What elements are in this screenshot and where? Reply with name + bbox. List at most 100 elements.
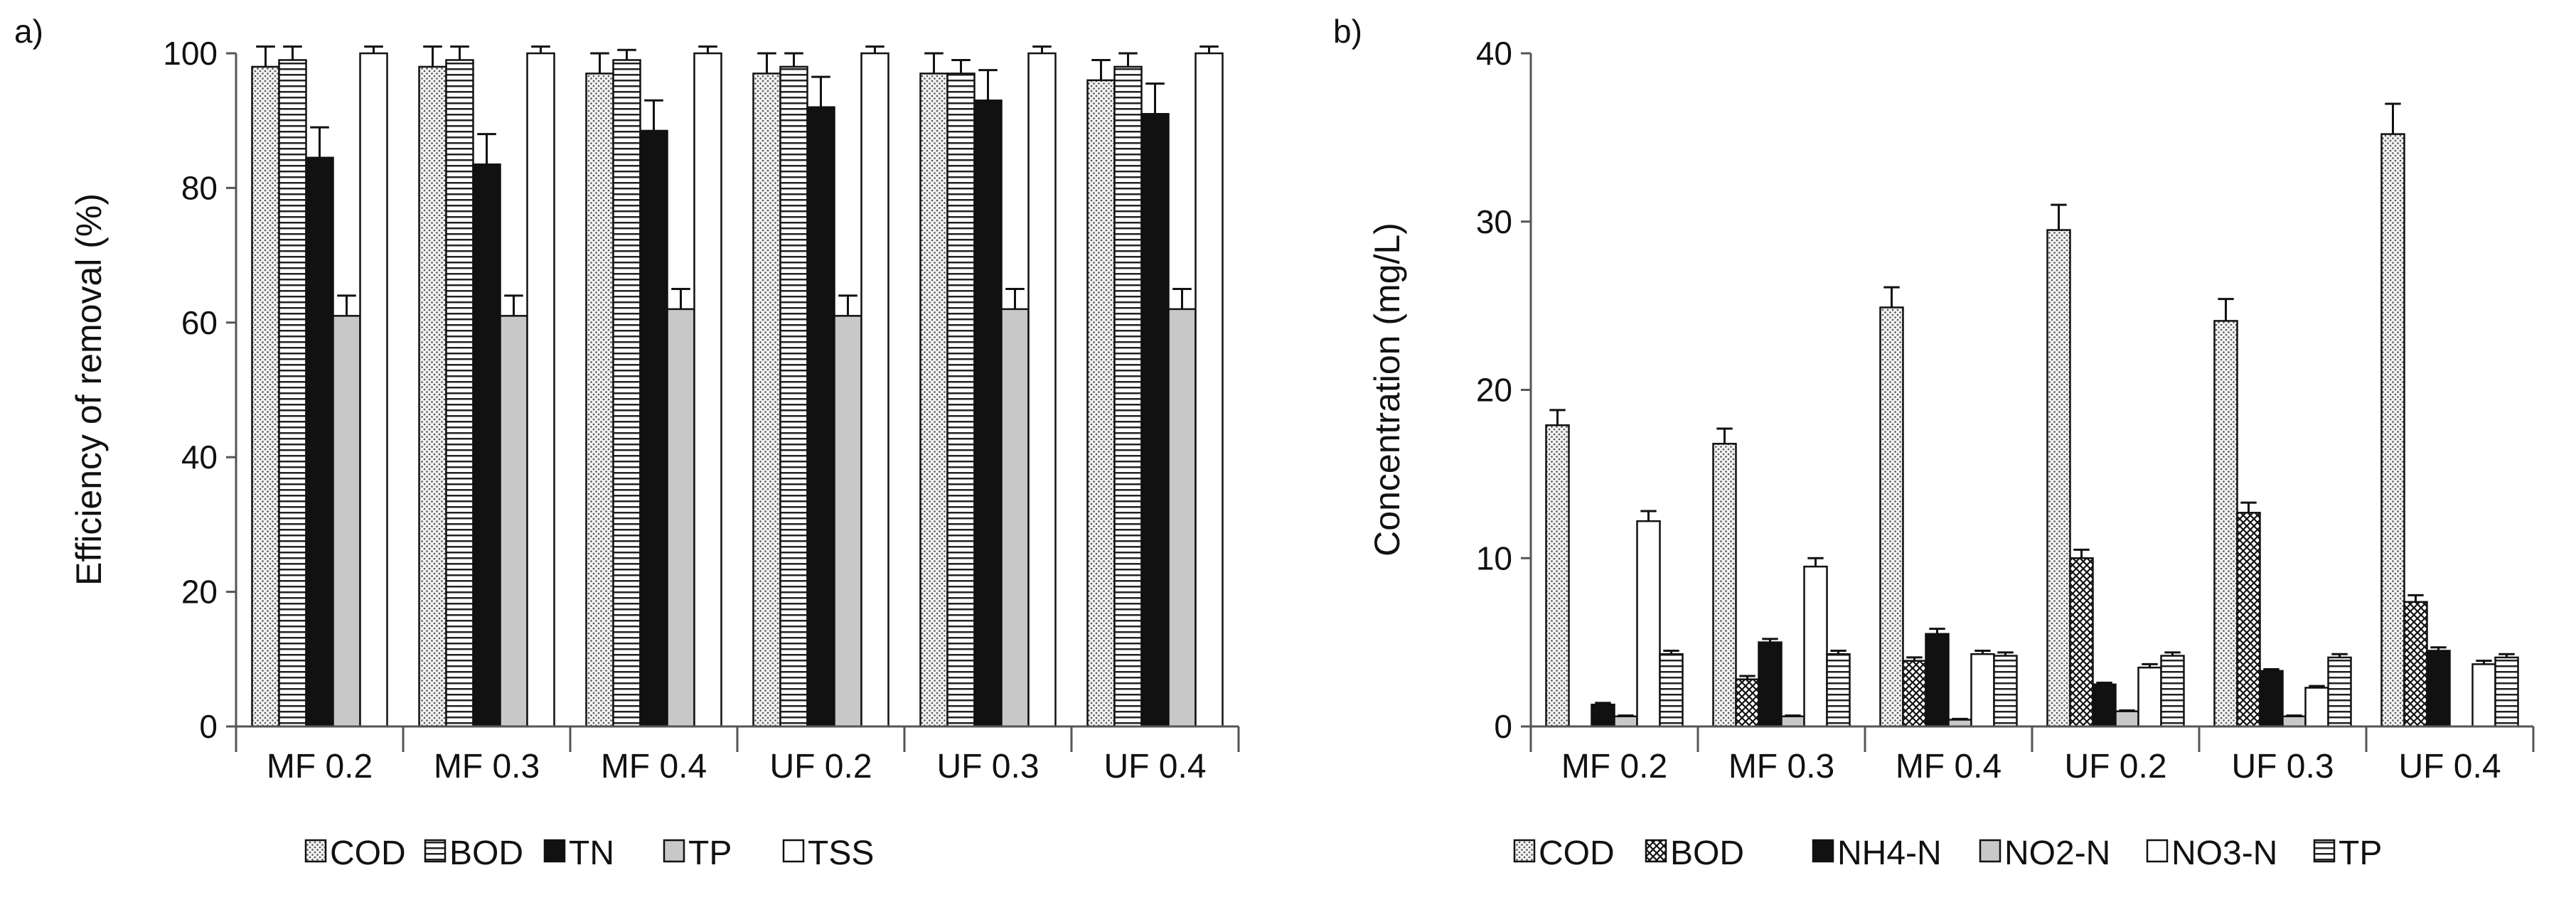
panel-b-bar-tp [2327, 656, 2352, 728]
panel-a-bar-tp [499, 315, 528, 728]
panel-b-bar-nh4-n [1591, 703, 1615, 728]
panel-b-bar-no2-n [2115, 710, 2139, 728]
panel-a-bar-cod [919, 73, 948, 728]
panel-a-bar-tp [833, 315, 862, 728]
panel-a-bar-bod [612, 59, 641, 728]
panel-a-bar-tss [693, 52, 722, 728]
panel-b-bar-nh4-n [1925, 633, 1950, 728]
panel-a-y-tick-label: 0 [199, 708, 218, 745]
panel-b-legend-label: BOD [1670, 834, 1744, 872]
panel-b-legend: COD BOD NH4-N NO2-N NO3-N TP [1513, 834, 2382, 872]
panel-b-bar-no3-n [2471, 663, 2496, 728]
panel-a-category-label: MF 0.3 [434, 748, 540, 785]
panel-b-category-label: UF 0.4 [2398, 748, 2501, 785]
panel-a-category-label: UF 0.2 [769, 748, 872, 785]
panel-b-bar-cod [2213, 320, 2238, 728]
panel-a-y-tick-label: 80 [181, 169, 218, 206]
panel-b-bar-no2-n [1613, 715, 1638, 728]
panel-b-bar-nh4-n [1758, 641, 1783, 728]
panel-a-bar-bod [1113, 65, 1143, 728]
panel-b-bar-cod [1879, 306, 1904, 728]
panel-b-bar-bod [1735, 678, 1760, 728]
panel-b-y-tick-label: 40 [1476, 35, 1512, 72]
panel-a-category-label: UF 0.3 [936, 748, 1039, 785]
panel-b-legend-label: NO2-N [2004, 834, 2110, 872]
panel-a-category-label: MF 0.4 [601, 748, 707, 785]
panel-b-category-label: MF 0.2 [1561, 748, 1667, 785]
panel-b-bar-nh4-n [2259, 670, 2284, 728]
panel-b-legend-swatch-cod [1513, 839, 1536, 863]
panel-b-bar-no2-n [1780, 715, 1805, 728]
panel-b-y-tick-label: 0 [1494, 708, 1512, 745]
panel-a-y-tick-label: 20 [181, 574, 218, 611]
panel-b-bar-bod [2403, 601, 2428, 728]
panel-b-bar-nh4-n [2426, 650, 2451, 728]
panel-a-label: a) [14, 13, 43, 50]
panel-a-bar-tp [666, 308, 695, 728]
panel-a-bar-tss [526, 52, 555, 728]
panel-a-bar-cod [418, 65, 447, 728]
panel-a-y-tick-label: 100 [163, 35, 218, 72]
panel-b-bar-no2-n [2282, 715, 2307, 728]
panel-b-y-tick-label: 30 [1476, 203, 1512, 240]
panel-b-bar-no3-n [2304, 687, 2329, 728]
panel-a-bar-bod [946, 73, 976, 728]
panel-b-y-tick-label: 20 [1476, 372, 1512, 409]
panel-a-legend-swatch-bod [424, 839, 447, 863]
panel-b-chart: b) Concentration (mg/L) 0 10 20 30 40 MF 0.2… [1333, 13, 2535, 872]
panel-a-bar-tp [1167, 308, 1197, 728]
panel-b-bar-cod [1545, 424, 1570, 728]
panel-a-legend-swatch-tp [663, 839, 685, 863]
panel-b-bar-tp [1826, 653, 1851, 728]
panel-b-label: b) [1333, 13, 1362, 50]
panel-a-legend-label: TSS [808, 834, 874, 872]
panel-a-y-tick-label: 60 [181, 304, 218, 341]
panel-b-y-tick-label: 10 [1476, 540, 1512, 576]
panel-a-bar-tp [1000, 308, 1030, 728]
panel-b-category-label: MF 0.4 [1896, 748, 2002, 785]
panel-a-legend-label: TN [569, 834, 614, 872]
panel-b-bar-cod [1712, 443, 1737, 728]
panel-a-bar-tn [472, 163, 501, 728]
panel-b-bar-nh4-n [2092, 683, 2117, 728]
panel-a-category-label: UF 0.4 [1103, 748, 1206, 785]
panel-a-bar-cod [1086, 79, 1116, 728]
panel-b-bar-tp [1993, 655, 2018, 728]
panel-a-bar-tn [639, 129, 668, 728]
panel-b-legend-swatch-no2-n [1979, 839, 2002, 863]
panel-b-bar-bod [2236, 512, 2261, 728]
panel-b-bar-bod [2069, 557, 2094, 728]
panel-b-legend-swatch-bod [1645, 839, 1667, 863]
panel-b-bar-no3-n [1970, 653, 1995, 728]
panel-a-chart: a) Efficiency of removal (%) 0 20 40 60 80 10… [14, 13, 1240, 872]
panel-a-bar-tp [332, 315, 361, 728]
panel-a-y-tick-label: 40 [181, 439, 218, 476]
panel-a-bar-tss [1027, 52, 1057, 728]
panel-a-bar-cod [585, 73, 614, 728]
panel-b-bar-tp [2160, 655, 2185, 728]
panel-b-bar-no3-n [2137, 666, 2162, 728]
panel-a-legend-swatch-tss [782, 839, 805, 863]
panel-a-bar-bod [445, 59, 474, 728]
panel-a-bar-tss [1195, 52, 1224, 728]
panel-a-legend-label: COD [330, 834, 406, 872]
panel-a-bar-tn [973, 100, 1003, 728]
panel-b-legend-label: NO3-N [2171, 834, 2277, 872]
panel-a-bar-tn [305, 156, 334, 728]
panel-a-bar-tn [806, 106, 835, 728]
panel-b-bar-tp [2494, 656, 2519, 728]
panel-a-bar-tn [1140, 112, 1170, 728]
panel-a-bar-tss [359, 52, 388, 728]
panel-a-bar-bod [278, 59, 307, 728]
panel-a-category-label: MF 0.2 [267, 748, 373, 785]
panel-b-category-label: MF 0.3 [1728, 748, 1834, 785]
panel-b-category-label: UF 0.3 [2231, 748, 2334, 785]
panel-b-legend-label: NH4-N [1837, 834, 1942, 872]
panel-a-legend-swatch-tn [543, 839, 566, 863]
panel-a-bar-cod [251, 65, 280, 728]
panel-b-category-label: UF 0.2 [2064, 748, 2166, 785]
panel-b-legend-label: COD [1539, 834, 1615, 872]
panel-b-y-axis-title: Concentration (mg/L) [1367, 222, 1407, 557]
panel-a-legend: COD BOD TN TP TSS [304, 834, 874, 872]
